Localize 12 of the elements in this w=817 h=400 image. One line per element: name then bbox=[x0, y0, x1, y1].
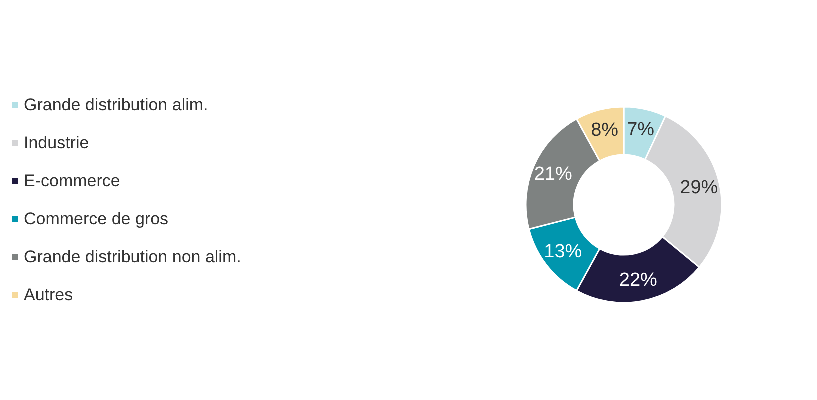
data-label: 13% bbox=[544, 242, 582, 263]
data-label: 7% bbox=[627, 119, 655, 140]
data-label: 29% bbox=[680, 178, 718, 199]
legend-label: Commerce de gros bbox=[24, 210, 169, 228]
legend-label: Autres bbox=[24, 286, 74, 304]
data-label: 21% bbox=[534, 164, 572, 185]
legend-label: Industrie bbox=[24, 134, 90, 152]
legend-label: Grande distribution alim. bbox=[24, 96, 208, 114]
legend-label: E-commerce bbox=[24, 172, 120, 190]
data-label: 8% bbox=[591, 120, 619, 141]
data-label: 22% bbox=[619, 270, 658, 292]
legend-label: Grande distribution non alim. bbox=[24, 248, 242, 266]
